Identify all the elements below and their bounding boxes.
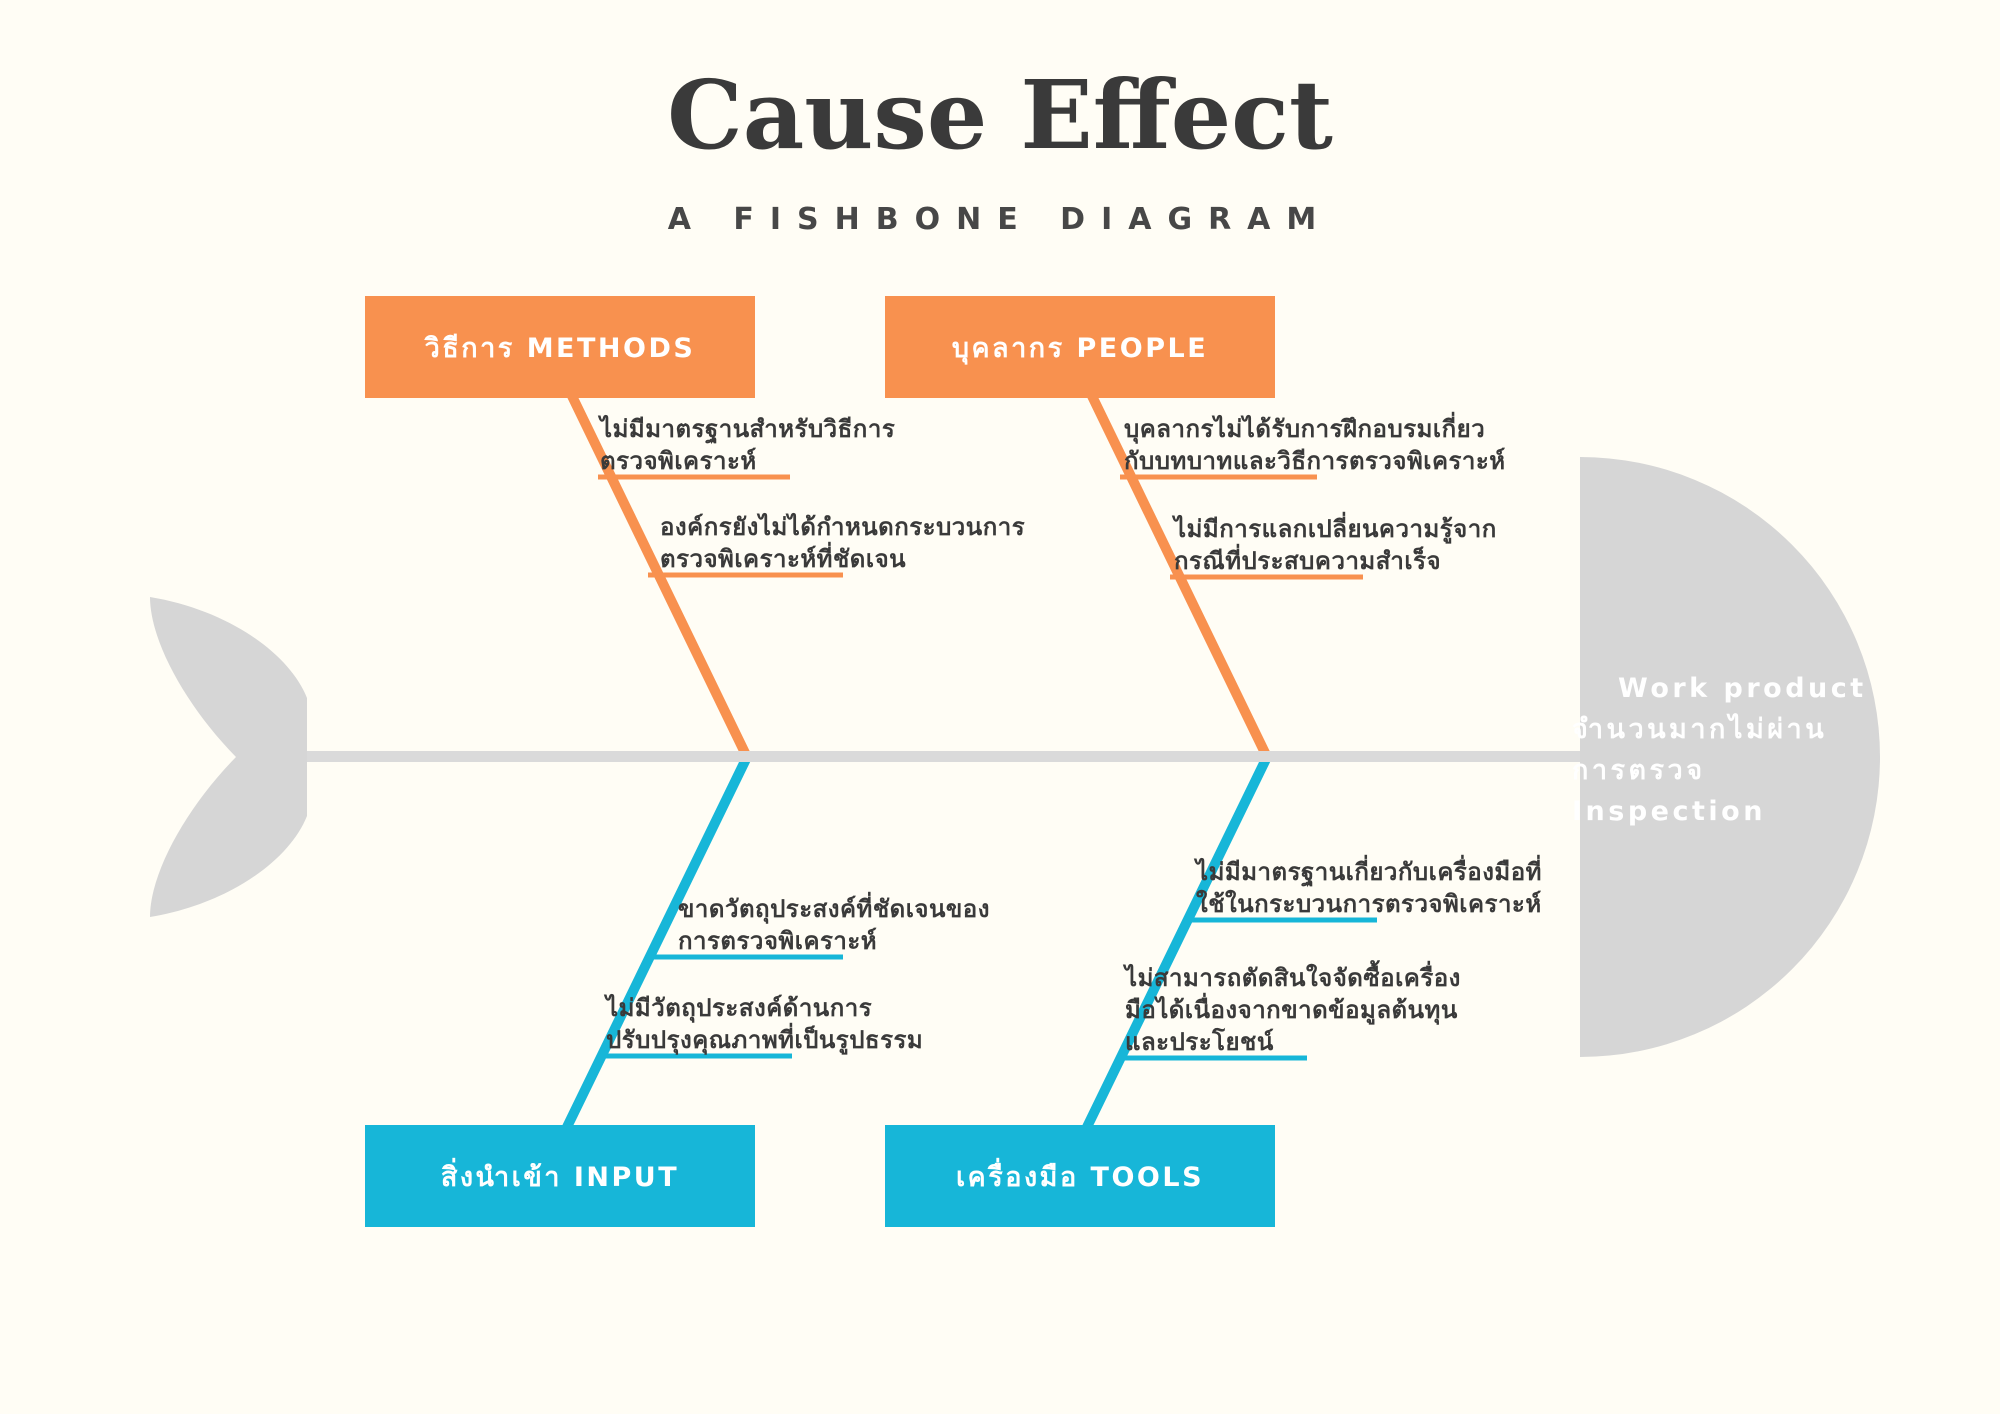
category-box-people: บุคลากร PEOPLE	[885, 296, 1275, 398]
input-cause-2: ไม่มีวัตถุประสงค์ด้านการ ปรับปรุงคุณภาพท…	[606, 992, 923, 1056]
input-cause-1: ขาดวัตถุประสงค์ที่ชัดเจนของ การตรวจพิเคร…	[678, 893, 990, 957]
effect-line: Inspection	[1572, 796, 1766, 827]
methods-cause-1: ไม่มีมาตรฐานสำหรับวิธีการ ตรวจพิเคราะห์	[600, 413, 895, 477]
effect-statement: Work product จำนวนมากไม่ผ่าน การตรวจ Ins…	[1572, 668, 1892, 832]
cause-line: ไม่มีการแลกเปลี่ยนความรู้จาก	[1174, 515, 1497, 543]
effect-line: Work product	[1618, 673, 1867, 704]
tools-cause-2: ไม่สามารถตัดสินใจจัดซื้อเครื่อง มือได้เน…	[1125, 962, 1461, 1058]
category-box-methods: วิธีการ METHODS	[365, 296, 755, 398]
cause-line: ไม่สามารถตัดสินใจจัดซื้อเครื่อง	[1125, 964, 1461, 992]
cause-line: องค์กรยังไม่ได้กำหนดกระบวนการ	[660, 513, 1026, 541]
cause-line: ตรวจพิเคราะห์ที่ชัดเจน	[660, 545, 907, 573]
category-box-tools: เครื่องมือ TOOLS	[885, 1125, 1275, 1227]
tools-branch-line	[1082, 754, 1272, 1130]
fish-spine	[300, 751, 1592, 762]
cause-line: ไม่มีวัตถุประสงค์ด้านการ	[606, 994, 873, 1022]
people-cause-1: บุคลากรไม่ได้รับการฝึกอบรมเกี่ยว กับบทบา…	[1124, 413, 1506, 477]
effect-line: การตรวจ	[1572, 755, 1706, 786]
page-subtitle: A FISHBONE DIAGRAM	[667, 202, 1333, 237]
cause-line: ไม่มีมาตรฐานเกี่ยวกับเครื่องมือที่	[1196, 858, 1542, 886]
page-title: Cause Effect	[667, 60, 1333, 171]
category-label-methods: วิธีการ METHODS	[424, 332, 696, 364]
tools-cause-1: ไม่มีมาตรฐานเกี่ยวกับเครื่องมือที่ ใช้ใน…	[1196, 856, 1542, 920]
cause-line: ใช้ในกระบวนการตรวจพิเคราะห์	[1196, 890, 1542, 918]
category-box-input: สิ่งนำเข้า INPUT	[365, 1125, 755, 1227]
cause-line: และประโยชน์	[1125, 1028, 1274, 1056]
cause-line: ขาดวัตถุประสงค์ที่ชัดเจนของ	[678, 895, 990, 923]
fish-head	[1580, 457, 1880, 1057]
effect-line: จำนวนมากไม่ผ่าน	[1572, 714, 1828, 745]
methods-cause-2: องค์กรยังไม่ได้กำหนดกระบวนการ ตรวจพิเครา…	[660, 511, 1025, 575]
cause-line: กรณีที่ประสบความสำเร็จ	[1174, 547, 1442, 575]
people-cause-2: ไม่มีการแลกเปลี่ยนความรู้จาก กรณีที่ประส…	[1174, 513, 1497, 577]
cause-line: ไม่มีมาตรฐานสำหรับวิธีการ	[600, 415, 896, 443]
cause-line: ปรับปรุงคุณภาพที่เป็นรูปธรรม	[606, 1026, 924, 1054]
input-branch-line	[562, 754, 752, 1130]
cause-line: การตรวจพิเคราะห์	[678, 927, 878, 955]
category-label-people: บุคลากร PEOPLE	[951, 332, 1209, 364]
fish-tail-lower-fin	[150, 757, 307, 917]
fish-tail-upper-fin	[150, 597, 307, 757]
cause-line: ตรวจพิเคราะห์	[600, 447, 757, 475]
category-label-input: สิ่งนำเข้า INPUT	[440, 1161, 680, 1193]
category-label-tools: เครื่องมือ TOOLS	[955, 1161, 1205, 1193]
cause-line: บุคลากรไม่ได้รับการฝึกอบรมเกี่ยว	[1124, 415, 1486, 443]
cause-line: มือได้เนื่องจากขาดข้อมูลต้นทุน	[1125, 996, 1458, 1024]
cause-line: กับบทบาทและวิธีการตรวจพิเคราะห์	[1124, 447, 1506, 475]
